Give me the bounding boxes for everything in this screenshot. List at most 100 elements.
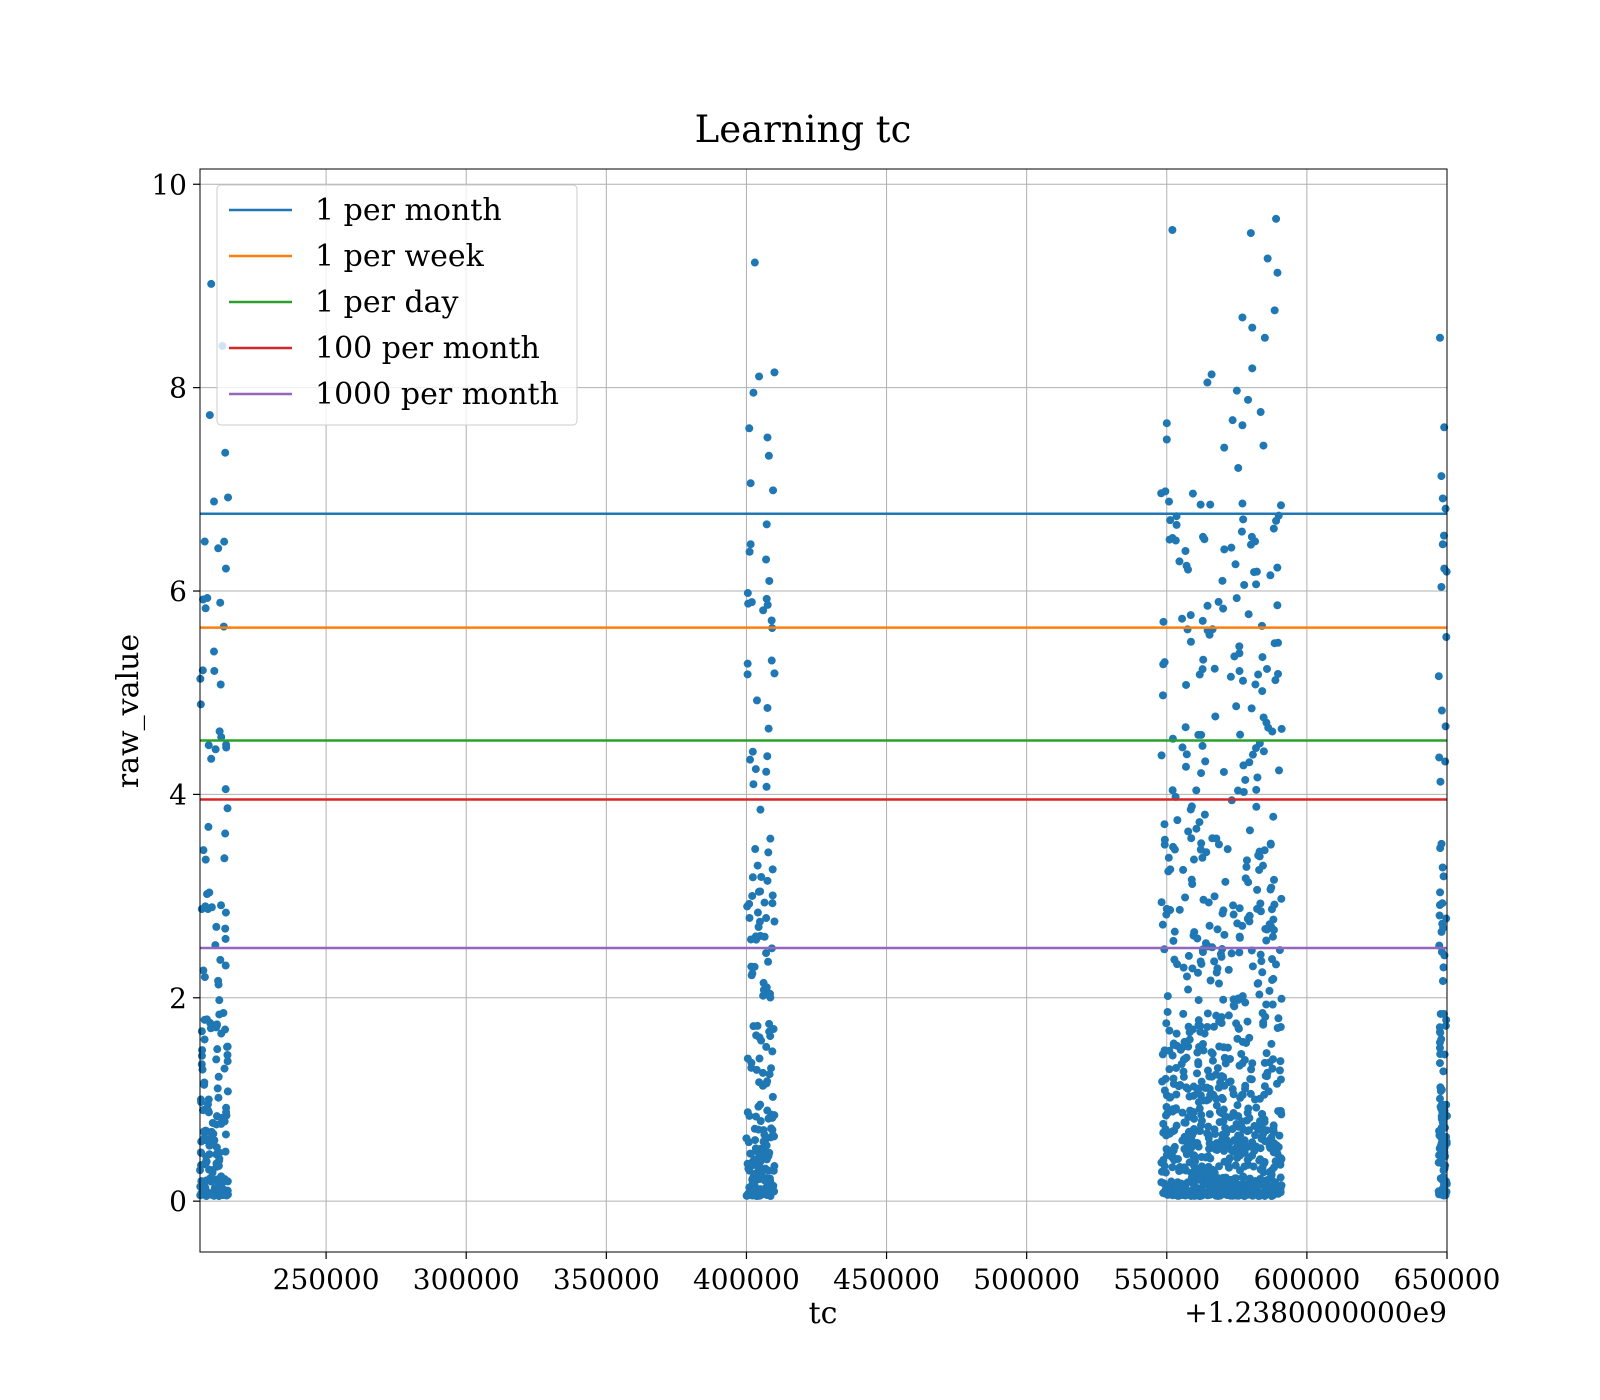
data-point	[1212, 834, 1221, 843]
data-point	[1189, 1108, 1198, 1117]
data-point	[1238, 421, 1247, 430]
data-point	[1179, 1191, 1188, 1200]
data-point	[1168, 226, 1177, 235]
data-point	[1189, 1125, 1198, 1134]
data-point	[1241, 998, 1250, 1007]
data-point	[201, 902, 210, 911]
data-point	[1269, 915, 1278, 924]
data-point	[1268, 1000, 1277, 1009]
data-point	[205, 1141, 214, 1150]
data-point	[196, 1161, 205, 1170]
data-point	[1257, 957, 1266, 966]
data-point	[769, 1132, 778, 1141]
data-point	[1162, 419, 1171, 428]
data-point	[1238, 499, 1247, 508]
data-point	[1159, 1189, 1168, 1198]
points-layer	[196, 214, 1451, 1201]
data-point	[1439, 923, 1448, 932]
data-point	[1440, 1179, 1449, 1188]
data-point	[1439, 1173, 1448, 1182]
data-point	[1219, 604, 1228, 613]
data-point	[1268, 932, 1277, 941]
data-point	[214, 544, 223, 553]
data-point	[1178, 614, 1187, 623]
data-point	[1438, 899, 1447, 908]
data-point	[204, 1095, 213, 1104]
data-point	[1222, 1127, 1231, 1136]
data-point	[215, 1010, 224, 1019]
data-point	[1164, 867, 1173, 876]
data-point	[1242, 862, 1251, 871]
data-point	[1269, 524, 1278, 533]
data-point	[221, 1025, 230, 1034]
data-point	[1163, 992, 1172, 1001]
data-point	[1162, 1091, 1171, 1100]
data-point	[1181, 547, 1190, 556]
data-point	[768, 899, 777, 908]
legend-label: 1 per week	[315, 239, 485, 274]
data-point	[208, 1118, 217, 1127]
data-point	[1439, 1109, 1448, 1118]
data-point	[754, 1125, 763, 1134]
data-point	[1259, 713, 1268, 722]
data-point	[196, 1095, 205, 1104]
data-point	[1240, 1162, 1249, 1171]
data-point	[1221, 1112, 1230, 1121]
data-point	[767, 656, 776, 665]
data-point	[1197, 959, 1206, 968]
data-point	[1237, 1049, 1246, 1058]
data-point	[1269, 925, 1278, 934]
data-point	[1252, 785, 1261, 794]
data-point	[1243, 914, 1252, 923]
data-point	[1214, 1083, 1223, 1092]
data-point	[213, 1177, 222, 1186]
data-point	[1235, 642, 1244, 651]
data-point	[220, 854, 229, 863]
data-point	[1218, 909, 1227, 918]
data-point	[1219, 767, 1228, 776]
data-point	[1258, 1009, 1267, 1018]
data-point	[1241, 1081, 1250, 1090]
data-point	[767, 616, 776, 625]
data-point	[1198, 616, 1207, 625]
data-point	[751, 1136, 760, 1145]
data-point	[1200, 810, 1209, 819]
data-point	[1262, 1000, 1271, 1009]
data-point	[1159, 1119, 1168, 1128]
data-point	[221, 1130, 230, 1139]
data-point	[1206, 500, 1215, 509]
data-point	[1188, 880, 1197, 889]
x-tick-label: 600000	[1253, 1263, 1360, 1296]
data-point	[1274, 1014, 1283, 1023]
data-point	[1437, 582, 1446, 591]
data-point	[1217, 1013, 1226, 1022]
data-point	[1169, 1105, 1178, 1114]
data-point	[1203, 601, 1212, 610]
data-point	[747, 962, 756, 971]
data-point	[1244, 395, 1253, 404]
data-point	[1269, 812, 1278, 821]
data-point	[1195, 670, 1204, 679]
data-point	[1235, 948, 1244, 957]
data-point	[1179, 865, 1188, 874]
data-point	[768, 865, 777, 874]
data-point	[1165, 535, 1174, 544]
data-point	[1160, 835, 1169, 844]
data-point	[762, 1141, 771, 1150]
data-point	[1276, 501, 1285, 510]
data-point	[204, 741, 213, 750]
data-point	[1164, 1150, 1173, 1159]
data-point	[1202, 1175, 1211, 1184]
y-tick-label: 4	[169, 778, 187, 811]
data-point	[1243, 1127, 1252, 1136]
plot-frame	[199, 168, 1448, 1253]
data-point	[1215, 1162, 1224, 1171]
data-point	[767, 1064, 776, 1073]
data-point	[1271, 1178, 1280, 1187]
data-point	[1276, 1173, 1285, 1182]
data-point	[1439, 963, 1448, 972]
data-point	[1234, 463, 1243, 472]
data-point	[1182, 1147, 1191, 1156]
data-point	[1253, 885, 1262, 894]
